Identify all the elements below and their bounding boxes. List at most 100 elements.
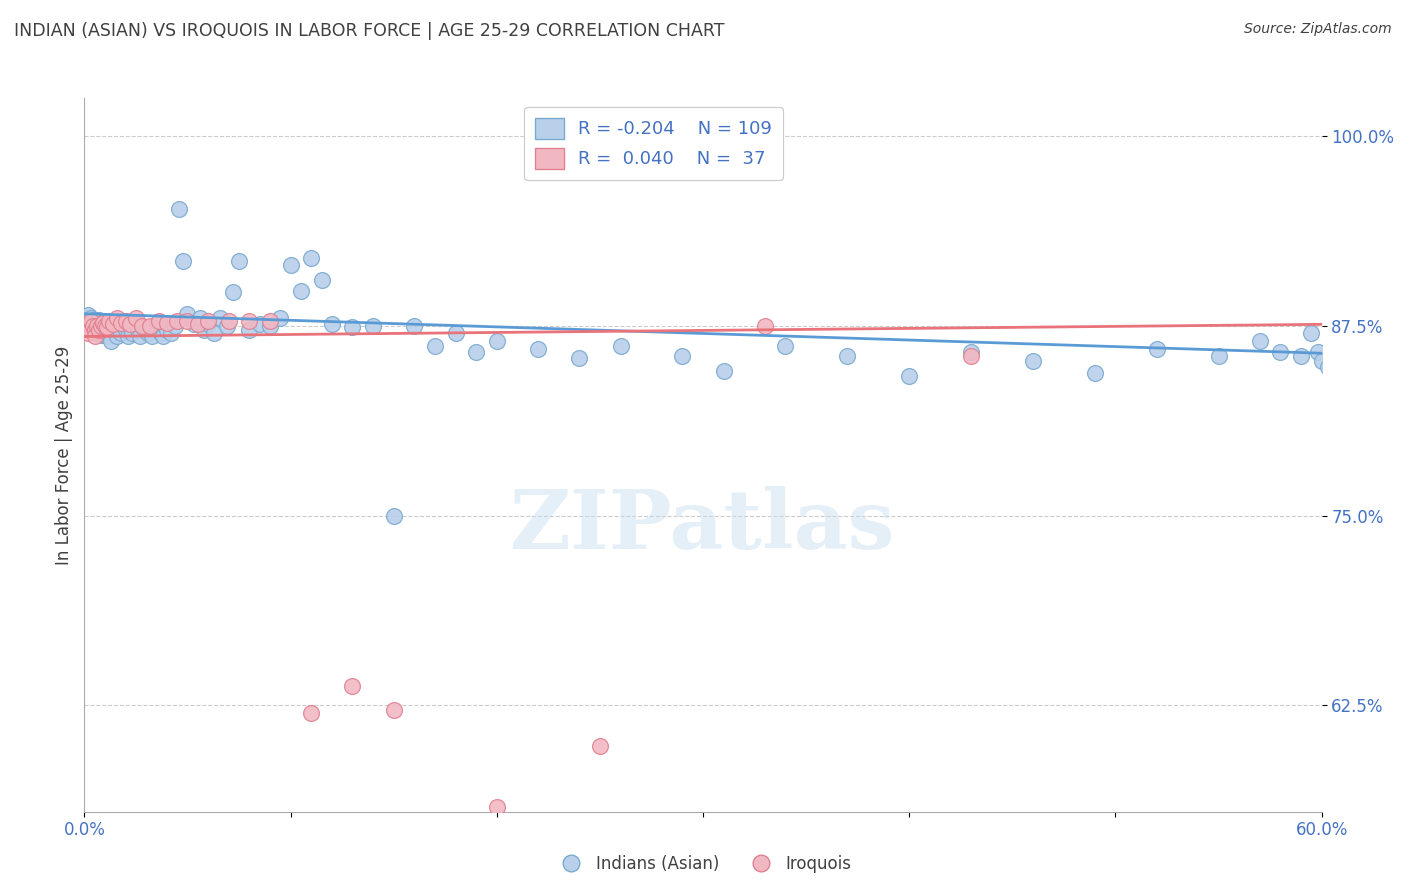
Point: [193, 323, 215, 337]
Point: [121, 326, 143, 341]
Point: [79, 314, 101, 328]
Point: [77, 318, 100, 332]
Point: [148, 314, 170, 328]
Point: [86, 316, 108, 330]
Point: [125, 318, 148, 332]
Point: [1208, 349, 1230, 363]
Point: [90, 320, 112, 334]
Point: [754, 318, 776, 333]
Point: [91, 316, 114, 330]
Point: [156, 316, 179, 330]
Point: [775, 338, 797, 352]
Point: [82, 318, 104, 332]
Point: [1301, 326, 1323, 341]
Point: [104, 316, 127, 330]
Point: [96, 320, 118, 334]
Point: [713, 364, 735, 378]
Point: [79, 311, 101, 326]
Point: [187, 318, 209, 332]
Point: [83, 316, 105, 330]
Point: [152, 329, 174, 343]
Point: [77, 326, 100, 341]
Point: [671, 349, 693, 363]
Point: [228, 253, 250, 268]
Text: INDIAN (ASIAN) VS IROQUOIS IN LABOR FORCE | AGE 25-29 CORRELATION CHART: INDIAN (ASIAN) VS IROQUOIS IN LABOR FORC…: [14, 22, 724, 40]
Point: [90, 318, 112, 333]
Text: Source: ZipAtlas.com: Source: ZipAtlas.com: [1244, 22, 1392, 37]
Point: [527, 342, 550, 356]
Point: [87, 325, 110, 339]
Point: [103, 318, 125, 332]
Point: [280, 258, 302, 272]
Point: [86, 320, 108, 334]
Point: [127, 323, 149, 337]
Point: [98, 314, 121, 328]
Point: [94, 326, 117, 341]
Point: [1289, 349, 1312, 363]
Point: [465, 344, 488, 359]
Point: [444, 326, 467, 341]
Point: [156, 323, 179, 337]
Point: [382, 703, 405, 717]
Point: [568, 351, 591, 365]
Point: [117, 329, 139, 343]
Point: [1310, 353, 1333, 368]
Point: [79, 314, 101, 328]
Point: [160, 326, 183, 341]
Point: [75, 311, 97, 326]
Point: [110, 316, 132, 330]
Point: [87, 323, 110, 337]
Point: [98, 323, 121, 337]
Point: [404, 318, 426, 333]
Point: [238, 323, 260, 337]
Point: [485, 800, 508, 814]
Point: [82, 313, 104, 327]
Point: [82, 323, 104, 337]
Point: [1316, 359, 1339, 374]
Point: [87, 322, 110, 336]
Point: [215, 318, 238, 333]
Point: [259, 314, 281, 328]
Point: [188, 311, 211, 326]
Point: [135, 323, 157, 337]
Point: [960, 349, 983, 363]
Point: [98, 318, 121, 332]
Legend: R = -0.204    N = 109, R =  0.040    N =  37: R = -0.204 N = 109, R = 0.040 N = 37: [524, 107, 783, 179]
Point: [238, 314, 260, 328]
Point: [139, 318, 162, 333]
Point: [1084, 366, 1107, 380]
Point: [209, 311, 232, 326]
Point: [1146, 342, 1168, 356]
Point: [90, 328, 112, 343]
Point: [145, 318, 167, 332]
Point: [1022, 353, 1045, 368]
Point: [86, 326, 108, 341]
Point: [100, 334, 122, 348]
Point: [75, 318, 97, 333]
Point: [104, 323, 127, 337]
Point: [94, 318, 117, 333]
Point: [87, 318, 110, 333]
Y-axis label: In Labor Force | Age 25-29: In Labor Force | Age 25-29: [55, 345, 73, 565]
Point: [108, 320, 131, 334]
Point: [176, 314, 198, 328]
Point: [290, 284, 312, 298]
Point: [222, 285, 245, 300]
Point: [197, 318, 219, 332]
Point: [342, 320, 364, 334]
Point: [837, 349, 859, 363]
Point: [311, 273, 333, 287]
Point: [90, 318, 112, 332]
Point: [105, 311, 128, 326]
Point: [83, 329, 105, 343]
Point: [183, 318, 205, 332]
Text: ZIPatlas: ZIPatlas: [510, 486, 896, 566]
Point: [342, 679, 364, 693]
Point: [100, 326, 122, 341]
Point: [165, 318, 187, 333]
Point: [77, 308, 100, 322]
Point: [87, 313, 110, 327]
Point: [83, 322, 105, 336]
Point: [83, 318, 105, 333]
Point: [96, 329, 118, 343]
